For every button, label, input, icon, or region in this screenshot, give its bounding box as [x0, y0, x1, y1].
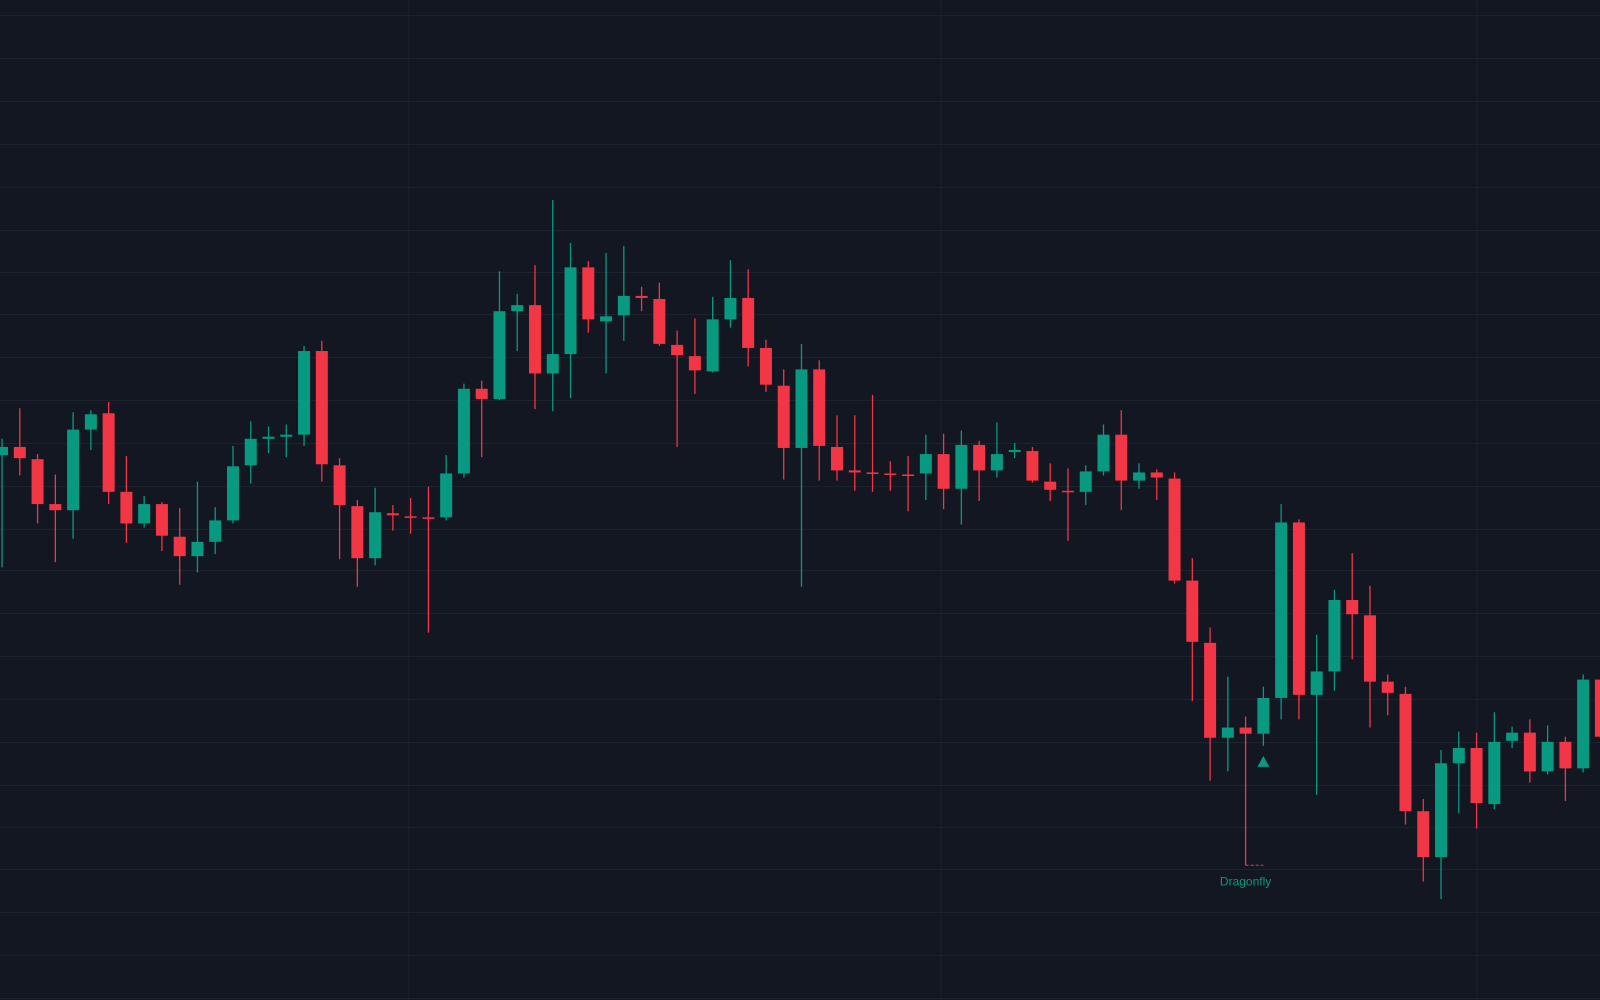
- candle-body: [831, 446, 844, 471]
- candle-body: [13, 446, 26, 459]
- candle-body: [1470, 747, 1483, 804]
- candle-body: [226, 466, 239, 521]
- candle-body: [955, 444, 968, 489]
- candle-body: [1186, 580, 1199, 642]
- candle-body: [386, 513, 399, 516]
- candle-body: [1594, 679, 1600, 737]
- candle-body: [759, 347, 772, 385]
- candle-body: [1417, 811, 1430, 858]
- candle-body: [1292, 522, 1305, 695]
- candle-body: [617, 295, 630, 316]
- candle-body: [262, 436, 275, 439]
- candle-body: [31, 459, 44, 505]
- candle-body: [67, 429, 80, 511]
- candle-body: [209, 520, 222, 542]
- candle-body: [813, 369, 826, 446]
- candle-body: [582, 267, 595, 320]
- candle-body: [1328, 600, 1341, 672]
- candle-body: [1115, 434, 1128, 481]
- candle-body: [671, 344, 684, 356]
- candle-body: [1168, 478, 1181, 581]
- candle-body: [102, 413, 115, 492]
- candle-body: [191, 541, 204, 557]
- candle-body: [511, 305, 524, 312]
- candle-body: [173, 536, 186, 557]
- candle-body: [1275, 522, 1288, 698]
- candle-body: [244, 438, 257, 466]
- candle-body: [706, 319, 719, 372]
- candle-body: [1310, 671, 1323, 695]
- candle-body: [84, 414, 97, 430]
- candle-body: [688, 356, 701, 371]
- candle-body: [866, 472, 879, 474]
- signal-marker: [1257, 755, 1270, 767]
- candle-body: [653, 298, 666, 344]
- candle-body: [475, 388, 488, 399]
- candle-body: [422, 517, 435, 519]
- candle-body: [635, 295, 648, 298]
- candle-body: [724, 297, 737, 320]
- candle-body: [1488, 741, 1501, 805]
- candle-body: [1435, 763, 1448, 858]
- candle-body: [1061, 490, 1074, 493]
- candle-body: [1506, 732, 1519, 741]
- candle-body: [298, 351, 311, 435]
- candle-body: [280, 434, 293, 437]
- candle-body: [1577, 679, 1590, 769]
- candle-body: [1257, 697, 1270, 734]
- candle-body: [440, 473, 453, 518]
- candle-body: [884, 473, 897, 475]
- annotation-label: Dragonfly: [1220, 874, 1271, 888]
- candle-body: [138, 504, 151, 524]
- candle-body: [1044, 481, 1057, 490]
- candle-body: [919, 454, 932, 474]
- candle-body: [1079, 471, 1092, 492]
- candle-body: [564, 267, 577, 355]
- candle-body: [457, 388, 470, 474]
- candle-body: [990, 454, 1003, 471]
- candle-body: [1239, 727, 1252, 734]
- candle-body: [120, 491, 133, 524]
- candle-body: [1541, 741, 1554, 772]
- candle-body: [1452, 747, 1465, 764]
- candle-body: [333, 465, 346, 506]
- candle-body: [848, 470, 861, 473]
- candle-body: [1097, 434, 1110, 472]
- candle-body: [1204, 642, 1217, 738]
- candle-body: [49, 504, 62, 511]
- candle-body: [1133, 472, 1146, 481]
- candle-body: [600, 316, 613, 322]
- candle-body: [1221, 727, 1234, 738]
- candle-body: [1399, 693, 1412, 812]
- candle-body: [155, 504, 168, 536]
- candle-body: [1008, 450, 1021, 453]
- candle-body: [1363, 615, 1376, 682]
- candle-body: [1381, 681, 1394, 693]
- candle-body: [369, 512, 382, 559]
- candle-body: [493, 311, 506, 399]
- candle-body: [1150, 472, 1163, 478]
- candle-body: [0, 446, 9, 456]
- candle-body: [973, 444, 986, 471]
- candle-body: [937, 454, 950, 489]
- candle-body: [795, 369, 808, 448]
- candle-body: [1026, 451, 1039, 481]
- candle-body: [546, 354, 559, 374]
- candle-body: [1523, 732, 1536, 772]
- candle-body: [1559, 741, 1572, 769]
- candle-body: [1346, 600, 1359, 615]
- candle-body: [315, 351, 328, 465]
- time-grid: [408, 0, 1478, 1000]
- candle-body: [902, 474, 915, 476]
- candle-body: [529, 305, 541, 374]
- candle-body: [777, 385, 790, 448]
- candle-body: [351, 506, 364, 559]
- candle-body: [404, 516, 417, 518]
- candle-body: [742, 297, 755, 348]
